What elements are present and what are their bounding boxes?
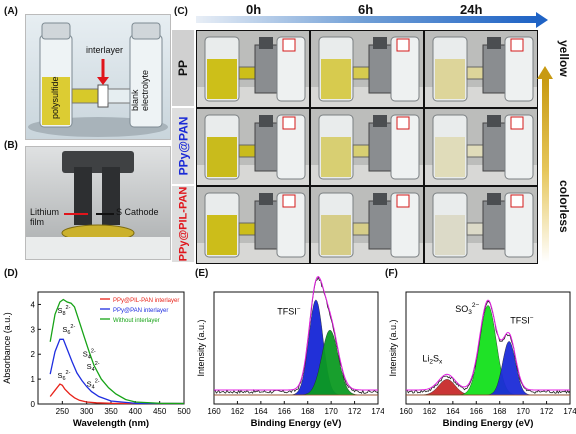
annotation-s6: S62-: [62, 324, 75, 336]
x-tick-label: 170: [324, 407, 338, 416]
plot-frame: [405, 291, 571, 405]
panel-f-label: (F): [385, 268, 398, 279]
col-header-6h: 6h: [358, 2, 374, 17]
x-tick-label: 174: [371, 407, 384, 416]
side-label-colorless: colorless: [557, 180, 571, 233]
panel-d-label: (D): [4, 268, 18, 279]
photo-cell-ppy-pan-6h: [310, 108, 424, 186]
x-tick-label: 172: [540, 407, 554, 416]
side-label-yellow: yellow: [557, 40, 571, 77]
interlayer-annotation: interlayer: [86, 45, 124, 55]
row-label-ppy-pan: PPy@PAN: [172, 108, 194, 184]
y-axis-label: Intensity (a.u.): [196, 319, 206, 376]
annotation-so: SO32−: [455, 302, 479, 316]
x-tick-label: 400: [129, 407, 143, 416]
y-tick-label: 0: [31, 400, 36, 409]
annotation-s8: S82-: [57, 305, 70, 317]
y-tick-label: 4: [31, 300, 36, 309]
x-tick-label: 170: [516, 407, 530, 416]
x-tick-label: 350: [104, 407, 118, 416]
x-tick-label: 160: [399, 407, 413, 416]
photo-cell-ppy-pil-pan-6h: [310, 186, 424, 264]
time-arrow: [196, 16, 536, 23]
x-tick-label: 172: [348, 407, 362, 416]
series-line-without-interlayer: [49, 298, 185, 405]
y-axis-label: Absorbance (a.u.): [2, 312, 12, 384]
x-tick-label: 160: [207, 407, 221, 416]
panel-b-label: (B): [4, 140, 18, 151]
xps-raw-data: [213, 276, 379, 394]
x-tick-label: 250: [56, 407, 70, 416]
color-gradient-arrow-head: [537, 66, 553, 79]
xps-fit-envelope: [406, 299, 570, 391]
x-tick-label: 168: [301, 407, 315, 416]
x-tick-label: 164: [446, 407, 460, 416]
xps-fit-envelope: [214, 276, 378, 391]
y-tick-label: 3: [31, 325, 36, 334]
x-tick-label: 168: [493, 407, 507, 416]
lithium-arrow: [64, 213, 88, 215]
row-label-ppy-pil-pan: PPy@PIL-PAN: [172, 186, 194, 262]
x-tick-label: 164: [254, 407, 268, 416]
cathode-arrow: [96, 213, 114, 215]
x-tick-label: 162: [231, 407, 245, 416]
x-tick-label: 450: [153, 407, 167, 416]
annotation-s6: S62-: [57, 370, 70, 382]
legend-label-ppy-pan-interlayer: PPy@PAN interlayer: [113, 308, 168, 314]
panel-a-photo: interlayer polysulfide blank electrolyte: [25, 14, 171, 140]
lithium-film-annotation: Lithium film: [30, 207, 60, 227]
h-cell-illustration: [28, 22, 168, 137]
chart-f-xps: 160 162 164 166 168 170 172 174 Binding Energy (…: [388, 291, 576, 429]
row-label-pp: PP: [172, 30, 194, 106]
photo-cell-ppy-pil-pan-24h: [424, 186, 538, 264]
photo-cell-pp-24h: [424, 30, 538, 108]
panel-a-label: (A): [4, 6, 18, 17]
chart-d-uv-vis: 250 300 350 400 450 500 0 1 2 3 4 Wavelength (nm) Ab…: [2, 291, 191, 429]
panel-c-label: (C): [174, 6, 188, 17]
x-axis-label: Binding Energy (eV): [251, 418, 342, 429]
photo-cell-ppy-pan-24h: [424, 108, 538, 186]
time-arrow-head: [536, 12, 548, 28]
s-cathode-annotation: S Cathode: [116, 207, 159, 217]
series-line-ppy-pan-interlayer: [49, 338, 184, 405]
x-axis-label: Wavelength (nm): [73, 418, 149, 429]
x-tick-label: 174: [563, 407, 576, 416]
annotation-tfsi: TFSI−: [277, 305, 301, 316]
chart-e-xps: 160 162 164 166 168 170 172 174 Binding Energy (…: [196, 276, 384, 429]
legend-label-ppy-pil-pan-interlayer: PPy@PIL-PAN interlayer: [113, 298, 179, 304]
polysulfide-annotation: polysulfide: [50, 76, 60, 119]
y-tick-label: 1: [31, 375, 36, 384]
x-tick-label: 500: [177, 407, 191, 416]
legend-label-without-interlayer: Without interlayer: [113, 318, 160, 324]
electrode-clip-illustration: [26, 151, 170, 259]
y-tick-label: 2: [31, 350, 36, 359]
photo-cell-ppy-pil-pan-0h: [196, 186, 310, 264]
x-tick-label: 162: [423, 407, 437, 416]
color-gradient-arrow: [542, 78, 549, 262]
plot-frame: [213, 291, 379, 405]
panel-e-label: (E): [195, 268, 209, 279]
photo-cell-pp-6h: [310, 30, 424, 108]
series-line-ppy-pil-pan-interlayer: [49, 383, 184, 405]
col-header-24h: 24h: [460, 2, 483, 17]
panel-b-photo: Lithium film S Cathode: [25, 146, 171, 260]
x-tick-label: 166: [278, 407, 292, 416]
col-header-0h: 0h: [246, 2, 262, 17]
photo-cell-pp-0h: [196, 30, 310, 108]
xps-peak-1: [214, 329, 378, 396]
annotation-lis: Li2Sx: [422, 353, 443, 365]
x-axis-label: Binding Energy (eV): [443, 418, 534, 429]
annotation-tfsi: TFSI−: [510, 314, 534, 325]
photo-cell-ppy-pan-0h: [196, 108, 310, 186]
x-tick-label: 300: [80, 407, 94, 416]
x-tick-label: 166: [470, 407, 484, 416]
xps-peak-1: [406, 305, 570, 396]
y-axis-label: Intensity (a.u.): [388, 319, 398, 376]
